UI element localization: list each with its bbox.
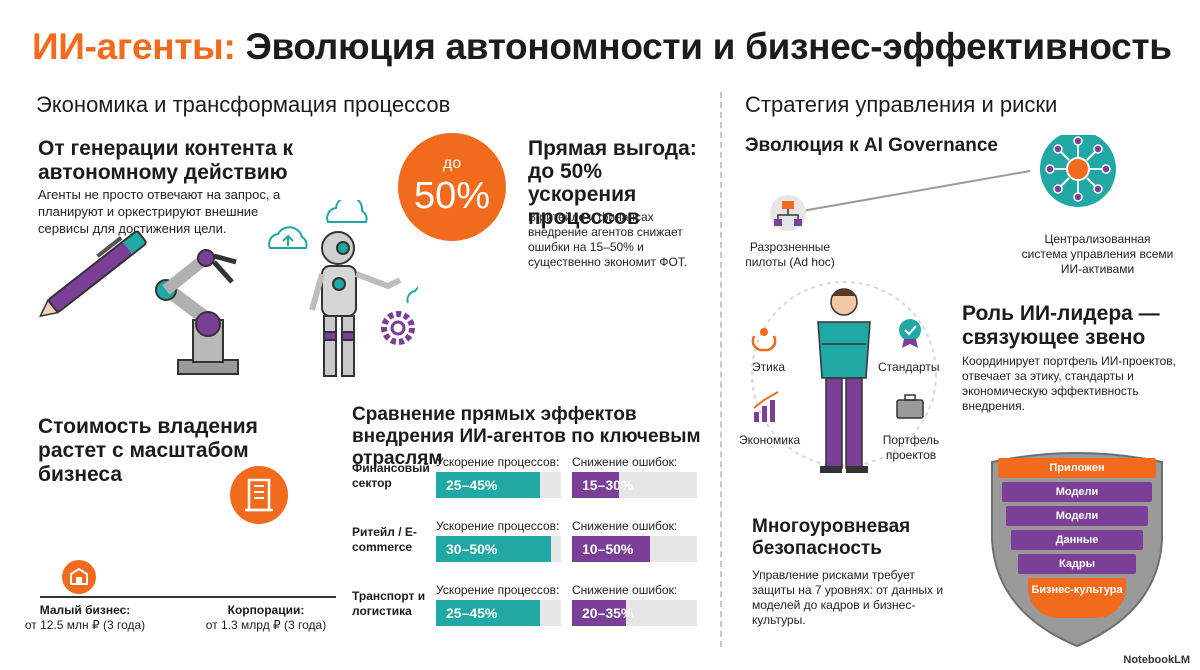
ad-hoc-icon: [770, 195, 806, 231]
error-reduction-bar: 20–35%: [572, 600, 633, 626]
cost-scale-line: [40, 596, 336, 598]
leader-text: Координирует портфель ИИ-проектов, отвеч…: [962, 354, 1176, 413]
error-reduction-bar: 10–50%: [572, 536, 650, 562]
role-portfolio-label: Портфель проектов: [882, 433, 940, 462]
shield-layer: Приложен: [998, 458, 1156, 478]
cost-heading: Стоимость владения растет с масштабом би…: [38, 415, 258, 486]
shield-layer: Данные: [1011, 530, 1143, 550]
ai-leader-illustration: [751, 281, 937, 473]
comparison-heading: Сравнение прямых эффектов внедрения ИИ-а…: [352, 404, 701, 469]
bar-track: 25–45%: [436, 472, 561, 498]
standards-icon: [899, 319, 921, 348]
benefit-badge-value: 50%: [413, 175, 491, 217]
sector-label: Ритейл / E-commerce: [352, 525, 417, 554]
column-divider: [720, 92, 722, 647]
small-business-title: Малый бизнес:: [39, 603, 131, 617]
role-ethics-label: Этика: [752, 360, 786, 374]
left-section-title: Экономика и трансформация процессов: [36, 92, 451, 117]
shield-layer: Бизнес-культура: [1028, 578, 1126, 618]
speedup-series-label: Ускорение процессов:: [436, 455, 560, 469]
governance-connector: [801, 170, 1031, 212]
title-accent: ИИ-агенты:: [32, 26, 236, 67]
bar-track: 20–35%: [572, 600, 697, 626]
cloud-small-icon: [406, 286, 418, 304]
shield-layer: Модели: [1006, 506, 1148, 526]
small-business-value: от 12.5 млн ₽ (3 года): [24, 618, 146, 632]
portfolio-icon: [896, 394, 924, 419]
ethics-icon: [751, 328, 777, 352]
notebooklm-brand: NotebookLM: [1123, 654, 1190, 666]
centralized-label: Централизованная система управления всем…: [1021, 232, 1174, 276]
speedup-series-label: Ускорение процессов:: [436, 583, 560, 597]
small-business-icon: [62, 560, 96, 594]
cloud-upload-icon: [268, 226, 308, 249]
governance-diagram: [770, 135, 1116, 231]
bar-track: 10–50%: [572, 536, 697, 562]
cloud-icon: [326, 200, 368, 223]
security-shield: Приложен Модели Модели Данные Кадры Бизнес-ку…: [988, 444, 1166, 648]
pen-icon: [38, 230, 147, 318]
leader-heading: Роль ИИ-лидера — связующее звено: [962, 302, 1160, 349]
error-series-label: Снижение ошибок:: [572, 455, 678, 469]
speedup-bar: 25–45%: [436, 600, 540, 626]
gear-icon: [381, 311, 415, 345]
economics-icon: [753, 391, 779, 422]
role-economics-label: Экономика: [739, 433, 801, 447]
corporation-value: от 1.3 млрд ₽ (3 года): [205, 618, 327, 632]
security-heading: Многоуровневая безопасность: [752, 516, 911, 559]
leader-figure-icon: [817, 288, 871, 473]
title-rest: Эволюция автономности и бизнес-эффективн…: [235, 26, 1172, 67]
corporation-icon: [230, 466, 288, 524]
ad-hoc-label: Разрозненные пилоты (Ad hoc): [745, 240, 835, 269]
error-reduction-bar: 15–30%: [572, 472, 633, 498]
bar-track: 30–50%: [436, 536, 561, 562]
content-block-text: Агенты не просто отвечают на запрос, а п…: [38, 187, 281, 236]
speedup-series-label: Ускорение процессов:: [436, 519, 560, 533]
speedup-bar: 30–50%: [436, 536, 551, 562]
benefit-badge-pre: до: [442, 155, 462, 172]
right-section-title: Стратегия управления и риски: [745, 92, 1058, 117]
shield-layer: Модели: [1002, 482, 1152, 502]
content-block-heading: От генерации контента к автономному дейс…: [38, 137, 294, 184]
bar-track: 25–45%: [436, 600, 561, 626]
error-series-label: Снижение ошибок:: [572, 583, 678, 597]
corporation-title: Корпорации:: [227, 603, 305, 617]
bar-track: 15–30%: [572, 472, 697, 498]
benefit-text: В ритейле и финансах внедрение агентов с…: [528, 210, 688, 269]
sector-label: Транспорт и логистика: [352, 589, 426, 618]
benefit-badge: до 50%: [398, 133, 506, 241]
error-series-label: Снижение ошибок:: [572, 519, 678, 533]
governance-heading: Эволюция к AI Governance: [745, 135, 998, 156]
shield-layer: Кадры: [1018, 554, 1136, 574]
automation-illustration: [38, 200, 418, 377]
robot-icon: [309, 231, 402, 377]
centralized-hub-icon: [1040, 135, 1116, 207]
security-text: Управление рисками требует защиты на 7 у…: [752, 568, 944, 627]
benefit-heading: Прямая выгода: до 50% ускорения процессо…: [528, 137, 697, 229]
page-title: ИИ-агенты: Эволюция автономности и бизне…: [32, 26, 1172, 68]
comparison-chart: Финансовый сектор Ускорение процессов: 25–…: [352, 455, 712, 645]
small-business-label: Малый бизнес: от 12.5 млн ₽ (3 года): [20, 603, 150, 633]
role-standards-label: Стандарты: [878, 360, 940, 374]
speedup-bar: 25–45%: [436, 472, 540, 498]
robot-arm-icon: [155, 249, 239, 375]
sector-label: Финансовый сектор: [352, 461, 430, 490]
corporation-label: Корпорации: от 1.3 млрд ₽ (3 года): [196, 603, 336, 633]
